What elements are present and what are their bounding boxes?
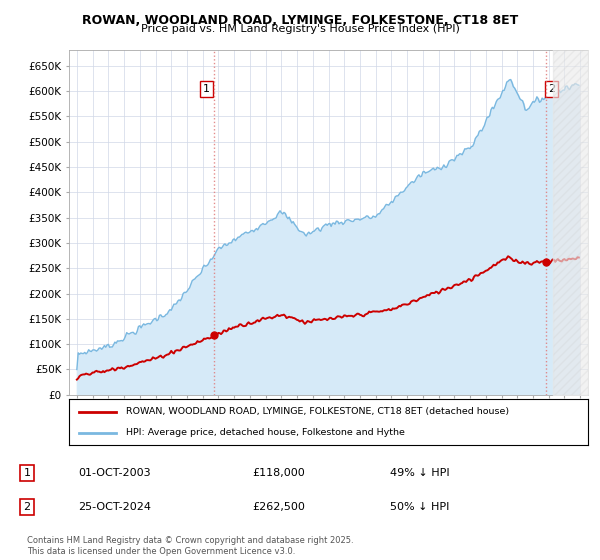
- Text: £262,500: £262,500: [252, 502, 305, 512]
- Text: ROWAN, WOODLAND ROAD, LYMINGE, FOLKESTONE, CT18 8ET (detached house): ROWAN, WOODLAND ROAD, LYMINGE, FOLKESTON…: [126, 407, 509, 416]
- Text: 2: 2: [548, 84, 555, 94]
- Text: 50% ↓ HPI: 50% ↓ HPI: [390, 502, 449, 512]
- Text: 1: 1: [23, 468, 31, 478]
- Text: £118,000: £118,000: [252, 468, 305, 478]
- Text: 49% ↓ HPI: 49% ↓ HPI: [390, 468, 449, 478]
- Text: Contains HM Land Registry data © Crown copyright and database right 2025.
This d: Contains HM Land Registry data © Crown c…: [27, 536, 353, 556]
- Text: 1: 1: [203, 84, 210, 94]
- Text: 25-OCT-2024: 25-OCT-2024: [78, 502, 151, 512]
- Text: ROWAN, WOODLAND ROAD, LYMINGE, FOLKESTONE, CT18 8ET: ROWAN, WOODLAND ROAD, LYMINGE, FOLKESTON…: [82, 14, 518, 27]
- Text: 2: 2: [23, 502, 31, 512]
- Text: HPI: Average price, detached house, Folkestone and Hythe: HPI: Average price, detached house, Folk…: [126, 428, 405, 437]
- Text: Price paid vs. HM Land Registry's House Price Index (HPI): Price paid vs. HM Land Registry's House …: [140, 24, 460, 34]
- Text: 01-OCT-2003: 01-OCT-2003: [78, 468, 151, 478]
